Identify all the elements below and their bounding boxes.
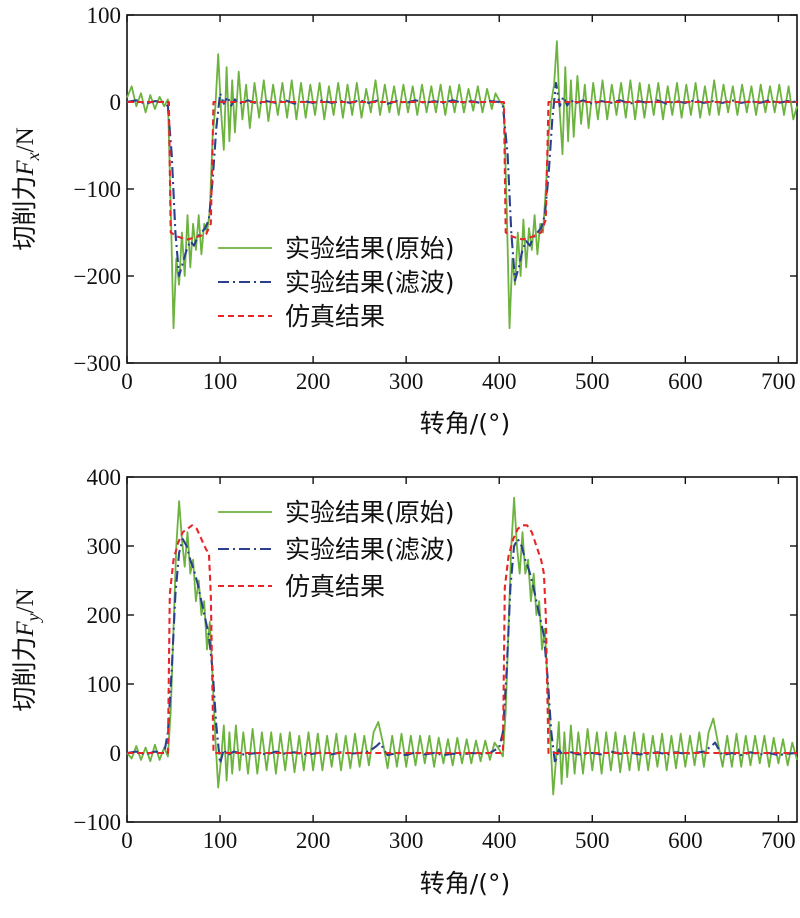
x-axis-label: 转角/(°) bbox=[420, 409, 510, 438]
legend-label-3: 仿真结果 bbox=[285, 302, 385, 331]
x-tick-label: 300 bbox=[389, 369, 424, 394]
legend-label-1: 实验结果(原始) bbox=[285, 234, 455, 263]
y-axis-label-symbol: F bbox=[12, 621, 39, 638]
y-tick-label: −300 bbox=[74, 351, 121, 376]
series-line-1 bbox=[126, 496, 798, 796]
x-tick-label: 0 bbox=[121, 369, 133, 394]
y-tick-label: −100 bbox=[74, 810, 121, 835]
x-tick-label: 300 bbox=[389, 828, 424, 853]
y-tick-label: 200 bbox=[87, 603, 122, 628]
y-tick-label: 0 bbox=[110, 741, 122, 766]
y-axis-label: 切削力Fy/N bbox=[10, 588, 43, 711]
legend-label-2: 实验结果(滤波) bbox=[285, 535, 455, 564]
chart-fy: 0 100 200 300 400 500 600 7004003002001000−100 … bbox=[10, 465, 798, 898]
series-line-1 bbox=[126, 40, 798, 330]
x-tick-label: 100 bbox=[203, 828, 238, 853]
series-group-fy bbox=[126, 496, 798, 796]
y-axis-label-symbol: F bbox=[12, 160, 39, 177]
y-axis-label-unit: /N bbox=[12, 127, 39, 152]
x-tick-label: 600 bbox=[668, 369, 703, 394]
legend-label-3: 仿真结果 bbox=[285, 572, 385, 601]
x-axis-label: 转角/(°) bbox=[420, 869, 510, 898]
y-axis-label-main: 切削力 bbox=[10, 176, 39, 251]
x-tick-label: 400 bbox=[482, 369, 517, 394]
x-tick-label: 600 bbox=[668, 828, 703, 853]
x-tick-label: 0 bbox=[121, 828, 133, 853]
y-tick-label: 300 bbox=[87, 534, 122, 559]
x-tick-label: 200 bbox=[296, 369, 331, 394]
y-axis-label-subscript: y bbox=[23, 613, 43, 623]
y-tick-label: 400 bbox=[87, 465, 122, 490]
x-tick-label: 500 bbox=[575, 828, 610, 853]
x-tick-label: 400 bbox=[482, 828, 517, 853]
x-tick-label: 500 bbox=[575, 369, 610, 394]
y-tick-label: 100 bbox=[87, 672, 122, 697]
x-tick-label: 700 bbox=[761, 828, 796, 853]
legend-fx: 实验结果(原始) 实验结果(滤波) 仿真结果 bbox=[218, 234, 455, 331]
y-tick-label: 100 bbox=[87, 3, 122, 28]
chart-fx: 0 100 200 300 400 500 600 700 100 0 −100 −200 −300 实… bbox=[10, 3, 798, 438]
y-axis-label: 切削力Fx/N bbox=[10, 127, 43, 250]
y-tick-label: 0 bbox=[110, 90, 122, 115]
y-axis-label-main: 切削力 bbox=[10, 637, 39, 712]
series-line-2 bbox=[126, 538, 798, 765]
series-line-3 bbox=[127, 100, 797, 241]
x-tick-label: 200 bbox=[296, 828, 331, 853]
y-tick-label: −100 bbox=[74, 177, 121, 202]
axis-ticks-fx: 0 100 200 300 400 500 600 700 100 0 −100 −200 −300 bbox=[74, 3, 797, 394]
y-axis-label-unit: /N bbox=[12, 588, 39, 613]
plot-frame-fy bbox=[126, 476, 798, 823]
y-tick-label: −200 bbox=[74, 264, 121, 289]
series-line-3 bbox=[127, 524, 797, 755]
series-group-fx bbox=[126, 40, 798, 330]
x-tick-label: 700 bbox=[761, 369, 796, 394]
legend-label-1: 实验结果(原始) bbox=[285, 498, 455, 527]
legend-fy: 实验结果(原始) 实验结果(滤波) 仿真结果 bbox=[218, 498, 455, 601]
y-axis-label-subscript: x bbox=[23, 152, 43, 161]
legend-label-2: 实验结果(滤波) bbox=[285, 268, 455, 297]
x-tick-label: 100 bbox=[203, 369, 238, 394]
